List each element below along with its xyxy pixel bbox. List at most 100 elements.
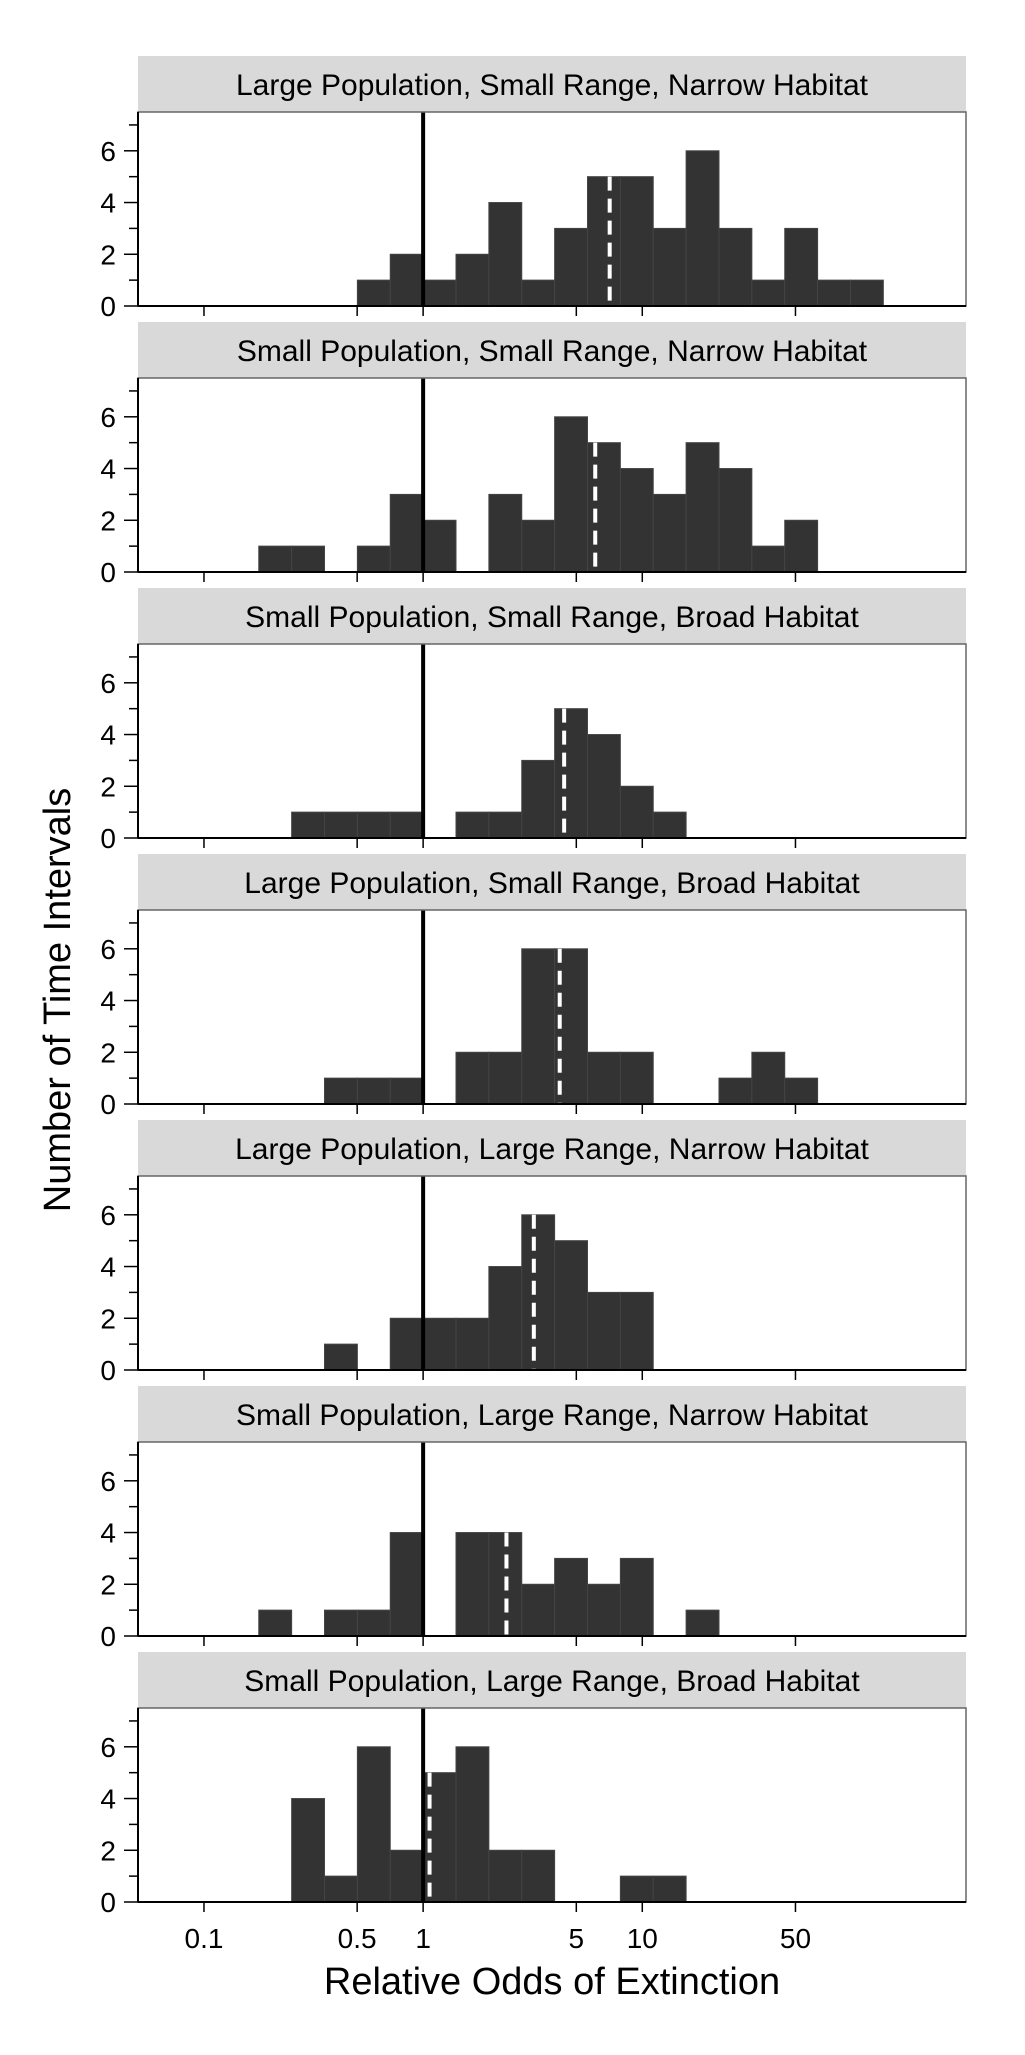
histogram-bar xyxy=(455,1532,490,1637)
histogram-bar xyxy=(586,734,621,839)
histogram-bar xyxy=(586,1291,621,1371)
y-axis-title: Number of Time Intervals xyxy=(37,788,79,1212)
histogram-bar xyxy=(389,1077,424,1105)
panel-header-strip xyxy=(138,56,966,112)
panel-5: Large Population, Large Range, Narrow Ha… xyxy=(100,1120,967,1386)
y-tick-label: 6 xyxy=(100,934,116,965)
panel-header-strip xyxy=(138,322,966,378)
plot-frame xyxy=(137,111,967,307)
y-tick-label: 6 xyxy=(100,402,116,433)
y-tick-label: 4 xyxy=(100,188,116,219)
panel-title: Large Population, Small Range, Narrow Ha… xyxy=(236,69,869,102)
panel-4: Large Population, Small Range, Broad Hab… xyxy=(100,854,967,1120)
histogram-bar xyxy=(291,811,326,839)
panel-title: Small Population, Large Range, Narrow Ha… xyxy=(236,1399,869,1432)
histogram-bar xyxy=(488,202,523,307)
y-tick-label: 4 xyxy=(100,1252,116,1283)
histogram-bar xyxy=(389,493,424,573)
panel-title: Large Population, Small Range, Broad Hab… xyxy=(244,867,860,900)
histogram-bar xyxy=(619,176,654,307)
y-tick-label: 0 xyxy=(100,1621,116,1652)
y-tick-label: 6 xyxy=(100,136,116,167)
histogram-bar xyxy=(488,1266,523,1371)
x-tick-label: 0.5 xyxy=(338,1923,377,1954)
histogram-bar xyxy=(488,811,523,839)
panel-1: Large Population, Small Range, Narrow Ha… xyxy=(100,56,967,322)
histogram-bar xyxy=(586,1051,621,1105)
panel-3: Small Population, Small Range, Broad Hab… xyxy=(100,588,967,854)
panel-header-strip xyxy=(138,1120,966,1176)
histogram-bar xyxy=(652,1875,687,1903)
panel-header-strip xyxy=(138,1386,966,1442)
histogram-bar xyxy=(389,1317,424,1371)
histogram-bar xyxy=(356,1077,391,1105)
y-tick-label: 0 xyxy=(100,1089,116,1120)
histogram-bar xyxy=(554,708,588,839)
panel-7: Small Population, Large Range, Broad Hab… xyxy=(100,1652,967,1954)
histogram-bar xyxy=(422,279,457,307)
histogram-bar xyxy=(521,519,556,573)
histogram-bar xyxy=(751,545,786,573)
histogram-bar xyxy=(488,1051,523,1105)
histogram-bar xyxy=(521,948,556,1105)
histogram-bar xyxy=(324,1875,358,1903)
histogram-bar xyxy=(324,811,358,839)
histogram-bar xyxy=(422,1772,457,1903)
y-tick-label: 2 xyxy=(100,1569,116,1600)
histogram-bar xyxy=(718,227,753,307)
histogram-bar xyxy=(455,1051,490,1105)
panel-2: Small Population, Small Range, Narrow Ha… xyxy=(100,322,967,588)
histogram-bar xyxy=(422,1317,457,1371)
histogram-bar xyxy=(685,150,720,307)
y-tick-label: 2 xyxy=(100,1037,116,1068)
y-tick-label: 6 xyxy=(100,1466,116,1497)
histogram-bar xyxy=(652,811,687,839)
x-tick-label: 0.1 xyxy=(185,1923,224,1954)
histogram-bar xyxy=(718,1077,753,1105)
histogram-bar xyxy=(619,1557,654,1637)
panel-title: Large Population, Large Range, Narrow Ha… xyxy=(235,1133,869,1166)
x-tick-label: 5 xyxy=(569,1923,585,1954)
histogram-bar xyxy=(258,1609,293,1637)
x-axis-title: Relative Odds of Extinction xyxy=(324,1961,780,2003)
histogram-bar xyxy=(554,416,588,573)
histogram-bar xyxy=(554,1557,588,1637)
histogram-bar xyxy=(849,279,884,307)
y-tick-label: 2 xyxy=(100,1835,116,1866)
histogram-bar xyxy=(422,519,457,573)
panel-header-strip xyxy=(138,1652,966,1708)
panel-header-strip xyxy=(138,588,966,644)
histogram-bar xyxy=(291,1798,326,1903)
histogram-bar xyxy=(751,279,786,307)
histogram-bar xyxy=(356,811,391,839)
panel-6: Small Population, Large Range, Narrow Ha… xyxy=(100,1386,967,1652)
panel-title: Small Population, Large Range, Broad Hab… xyxy=(244,1665,860,1698)
histogram-bar xyxy=(784,1077,819,1105)
histogram-bar xyxy=(356,545,391,573)
y-tick-label: 0 xyxy=(100,823,116,854)
histogram-bar xyxy=(619,1291,654,1371)
histogram-bar xyxy=(455,811,490,839)
histogram-bar xyxy=(389,253,424,307)
y-tick-label: 0 xyxy=(100,557,116,588)
histogram-bar xyxy=(817,279,851,307)
histogram-bar xyxy=(586,176,621,307)
x-tick-label: 10 xyxy=(627,1923,658,1954)
histogram-bar xyxy=(356,1609,391,1637)
histogram-bar xyxy=(685,442,720,573)
histogram-bar xyxy=(356,279,391,307)
histogram-bar xyxy=(619,468,654,573)
histogram-bar xyxy=(521,1583,556,1637)
histogram-bar xyxy=(291,545,326,573)
y-tick-label: 4 xyxy=(100,1518,116,1549)
histogram-bar xyxy=(652,493,687,573)
histogram-bar xyxy=(586,442,621,573)
histogram-bar xyxy=(455,1317,490,1371)
y-tick-label: 6 xyxy=(100,1732,116,1763)
histogram-bar xyxy=(389,1849,424,1903)
histogram-bar xyxy=(488,493,523,573)
y-tick-label: 6 xyxy=(100,668,116,699)
histogram-bar xyxy=(751,1051,786,1105)
